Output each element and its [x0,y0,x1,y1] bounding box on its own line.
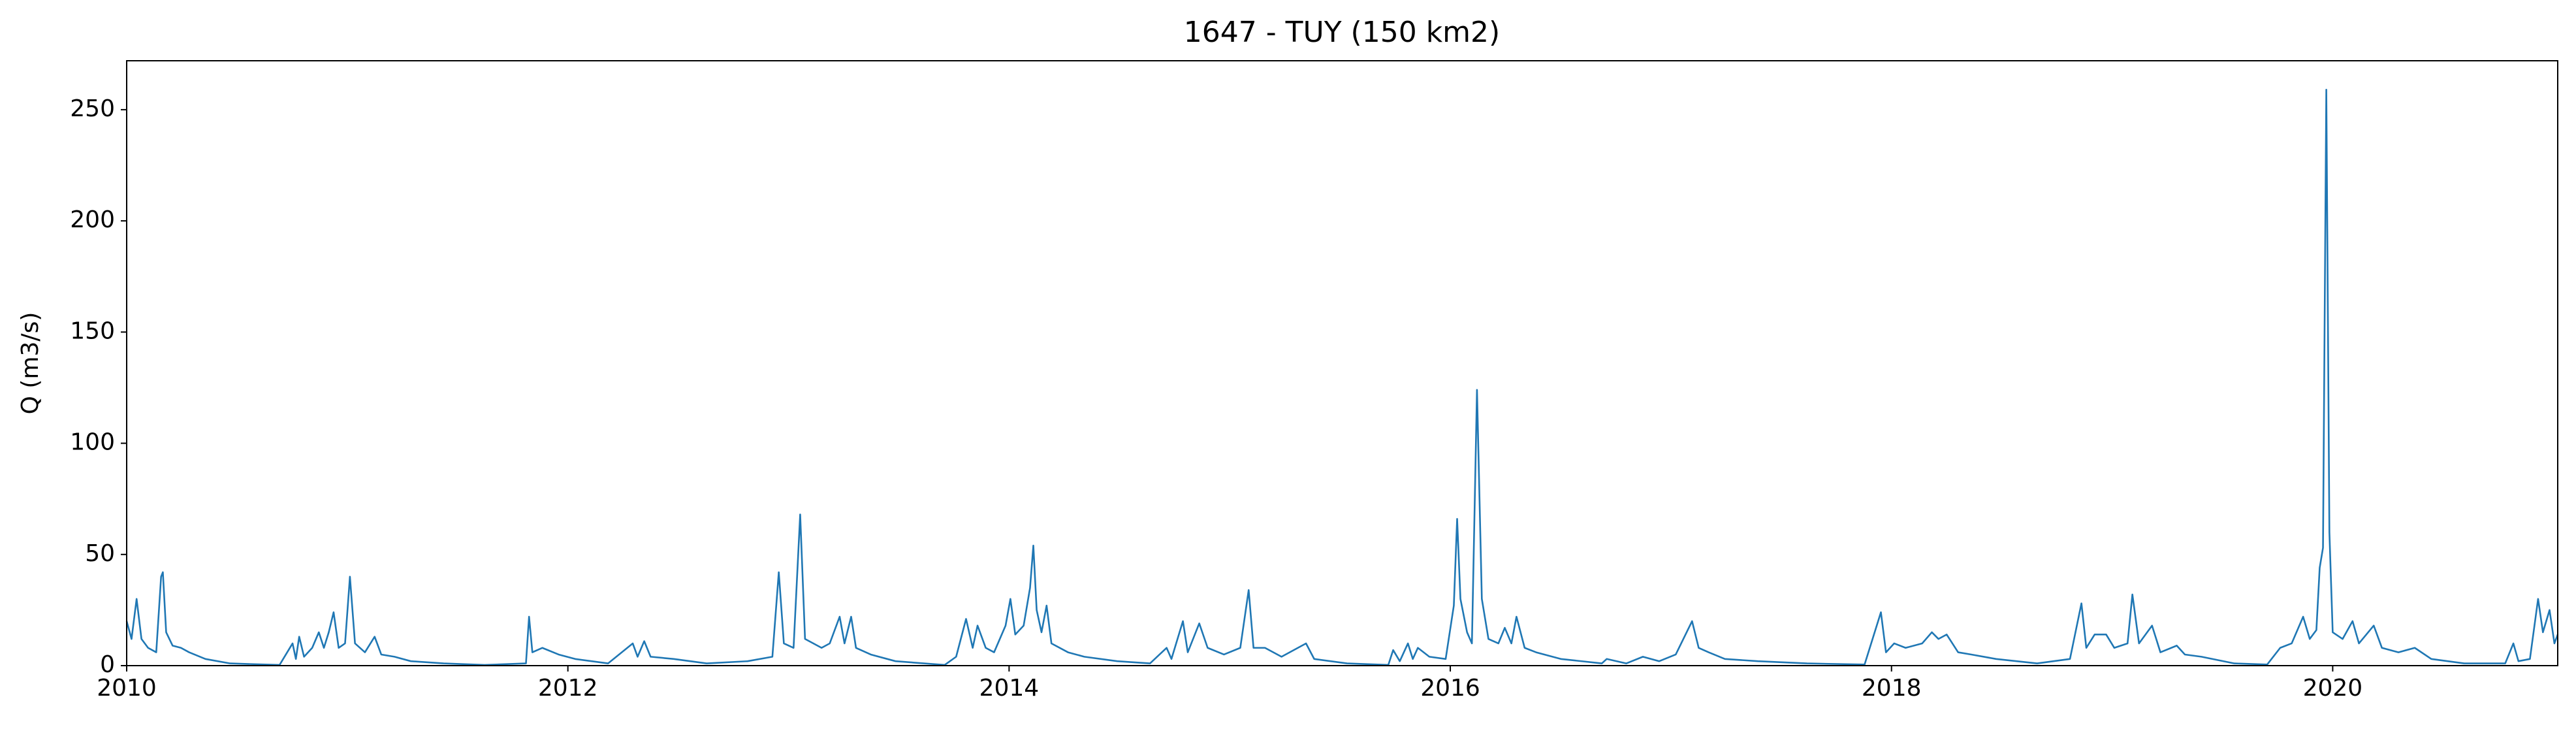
x-tick-label: 2010 [97,675,157,702]
chart-title: 1647 - TUY (150 km2) [1184,16,1500,49]
y-tick-label: 0 [100,651,115,678]
y-tick-label: 150 [70,317,115,344]
y-tick-label: 250 [70,95,115,122]
x-tick-label: 2018 [1862,675,1922,702]
x-tick-label: 2014 [979,675,1040,702]
plot-frame [126,60,2558,666]
x-tick-label: 2016 [1420,675,1480,702]
y-axis-label: Q (m3/s) [17,312,44,415]
y-tick-label: 200 [70,206,115,233]
data-line [125,88,2559,666]
x-tick-label: 2020 [2303,675,2363,702]
y-tick-label: 100 [70,429,115,456]
y-tick-label: 50 [85,540,115,567]
x-tick-label: 2012 [538,675,598,702]
